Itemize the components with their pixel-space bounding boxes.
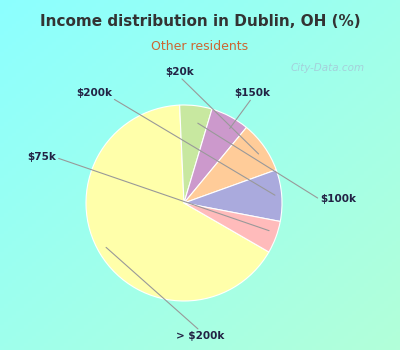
Text: City-Data.com: City-Data.com bbox=[291, 63, 365, 73]
Text: > $200k: > $200k bbox=[176, 331, 224, 341]
Wedge shape bbox=[184, 127, 276, 203]
Text: $200k: $200k bbox=[76, 88, 112, 98]
Text: $100k: $100k bbox=[320, 195, 356, 204]
Text: Other residents: Other residents bbox=[152, 40, 248, 53]
Wedge shape bbox=[180, 105, 212, 203]
Wedge shape bbox=[184, 170, 282, 222]
Text: Income distribution in Dublin, OH (%): Income distribution in Dublin, OH (%) bbox=[40, 14, 360, 29]
Wedge shape bbox=[184, 109, 246, 203]
Text: $20k: $20k bbox=[166, 67, 194, 77]
Text: $75k: $75k bbox=[27, 153, 56, 162]
Wedge shape bbox=[184, 203, 280, 252]
Wedge shape bbox=[86, 105, 269, 301]
Text: $150k: $150k bbox=[234, 88, 270, 98]
